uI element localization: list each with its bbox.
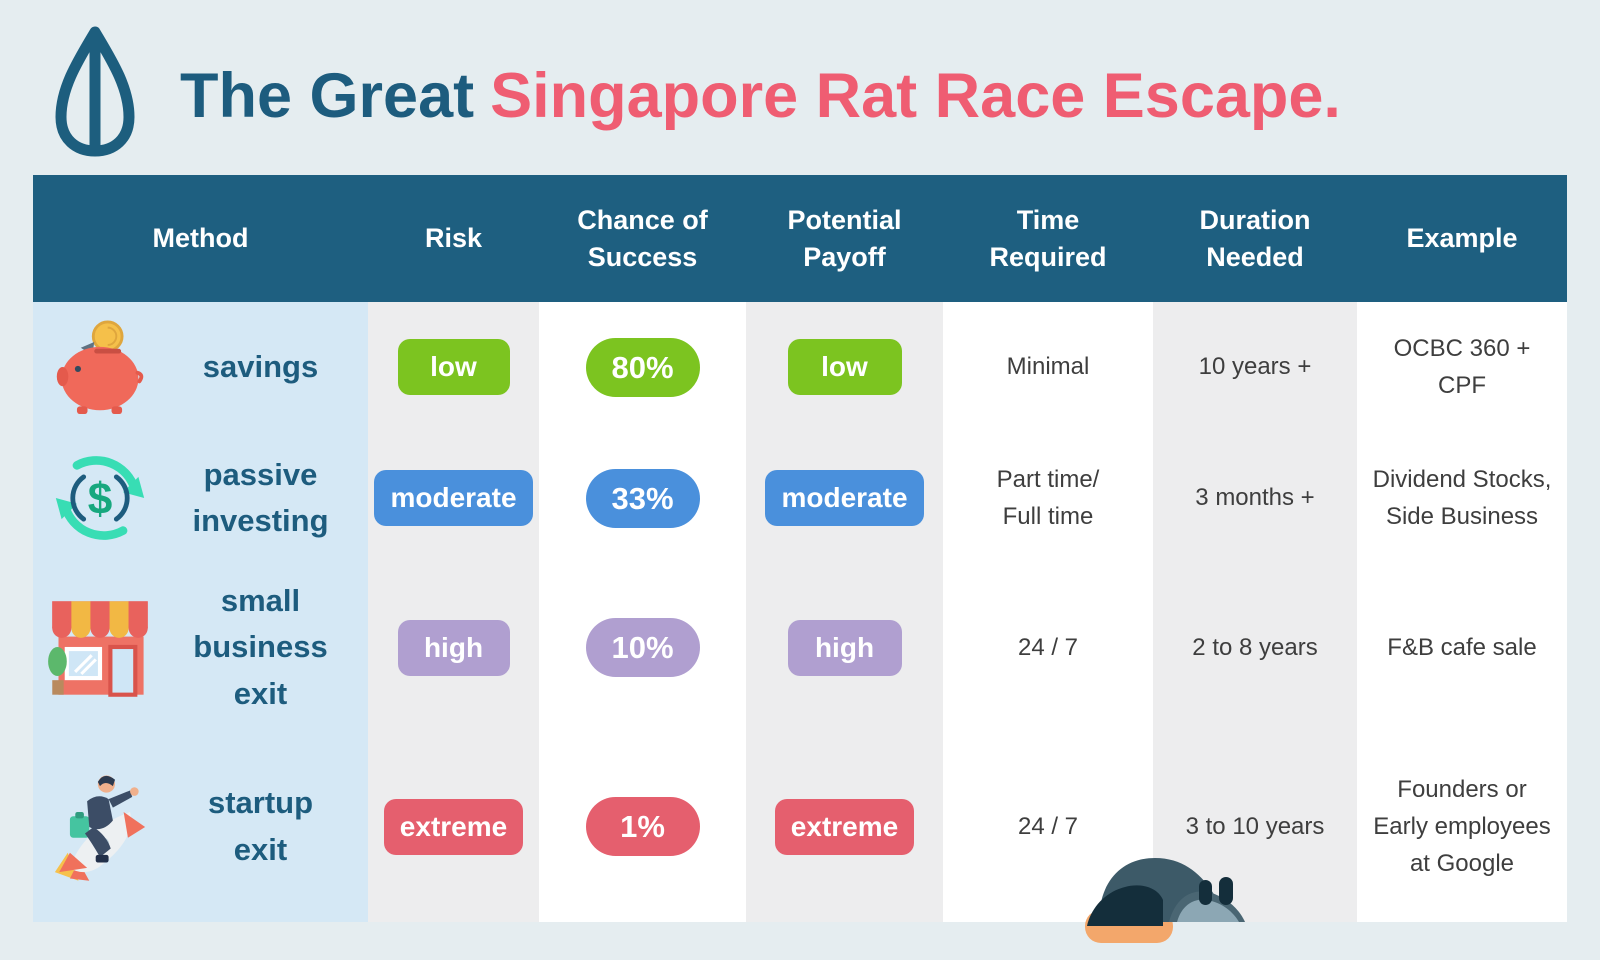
chance-badge: 1% bbox=[585, 797, 700, 856]
table-row-savings-method: savings bbox=[33, 302, 368, 432]
method-label: passive investing bbox=[192, 456, 329, 539]
example-value: OCBC 360 + CPF bbox=[1393, 334, 1531, 399]
header-payoff: Potential Payoff bbox=[787, 205, 902, 272]
example-value: Dividend Stocks, Side Business bbox=[1372, 465, 1552, 530]
table-row-startup-method: startup exit bbox=[33, 731, 368, 922]
payoff-badge: high bbox=[787, 619, 902, 676]
payoff-cell: high bbox=[746, 564, 943, 731]
table-header-row: Method Risk Chance of Success Potential … bbox=[33, 175, 1567, 302]
dollar-recycle-icon: $ bbox=[33, 450, 167, 546]
duration-needed-value: 10 years + bbox=[1198, 353, 1312, 381]
header-chance: Chance of Success bbox=[577, 205, 708, 272]
column-risk: low moderate high extreme bbox=[368, 302, 539, 922]
method-label: startup exit bbox=[207, 785, 314, 867]
duration-needed-value: 3 to 10 years bbox=[1185, 812, 1325, 840]
piggy-bank-icon bbox=[33, 319, 167, 415]
method-label: savings bbox=[202, 348, 319, 384]
method-label: small business exit bbox=[193, 582, 328, 711]
table-body: savings $ passive in bbox=[33, 302, 1567, 922]
chance-cell: 10% bbox=[539, 564, 746, 731]
time-required-value: Part time/ Full time bbox=[996, 465, 1100, 530]
payoff-badge: extreme bbox=[774, 798, 915, 855]
header-method: Method bbox=[152, 223, 249, 254]
chance-cell: 1% bbox=[539, 731, 746, 922]
risk-cell: moderate bbox=[368, 432, 539, 564]
example-value: F&B cafe sale bbox=[1387, 633, 1537, 661]
header-time: Time Required bbox=[989, 205, 1107, 272]
risk-cell: extreme bbox=[368, 731, 539, 922]
column-duration-needed: 10 years + 3 months + 2 to 8 years 3 to … bbox=[1153, 302, 1357, 922]
risk-badge: moderate bbox=[374, 470, 533, 526]
column-method: savings $ passive in bbox=[33, 302, 368, 922]
chance-badge: 80% bbox=[585, 337, 700, 397]
title-highlight: Singapore Rat Race Escape. bbox=[490, 61, 1341, 131]
storefront-icon bbox=[33, 593, 167, 703]
chance-badge: 10% bbox=[585, 618, 700, 677]
table-row-smallbiz-method: small business exit bbox=[33, 564, 368, 731]
table-row-passive-method: $ passive investing bbox=[33, 432, 368, 564]
risk-cell: high bbox=[368, 564, 539, 731]
risk-badge: high bbox=[397, 619, 510, 676]
rocket-man-icon bbox=[33, 769, 167, 885]
duration-needed-value: 3 months + bbox=[1195, 484, 1315, 512]
time-required-value: 24 / 7 bbox=[1017, 812, 1079, 840]
risk-cell: low bbox=[368, 302, 539, 432]
risk-badge: low bbox=[397, 339, 510, 395]
title-prefix: The Great bbox=[180, 61, 475, 131]
svg-text:$: $ bbox=[88, 474, 113, 523]
column-time-required: Minimal Part time/ Full time 24 / 7 24 /… bbox=[943, 302, 1153, 922]
comparison-table: Method Risk Chance of Success Potential … bbox=[33, 175, 1567, 922]
time-required-value: 24 / 7 bbox=[1017, 633, 1079, 661]
chance-cell: 80% bbox=[539, 302, 746, 432]
header-duration: Duration Needed bbox=[1199, 205, 1311, 272]
seed-logo-icon bbox=[52, 24, 138, 158]
payoff-cell: moderate bbox=[746, 432, 943, 564]
sleeping-rat-icon bbox=[1081, 852, 1253, 944]
page-title: The Great Singapore Rat Race Escape. bbox=[180, 57, 1341, 135]
chance-badge: 33% bbox=[585, 468, 700, 528]
duration-needed-value: 2 to 8 years bbox=[1192, 633, 1318, 661]
payoff-cell: extreme bbox=[746, 731, 943, 922]
header-example: Example bbox=[1406, 223, 1518, 254]
time-required-value: Minimal bbox=[1006, 353, 1090, 381]
risk-badge: extreme bbox=[383, 798, 524, 855]
header-risk: Risk bbox=[424, 223, 483, 254]
example-value: Founders or Early employees at Google bbox=[1373, 775, 1551, 878]
column-chance-of-success: 80% 33% 10% 1% bbox=[539, 302, 746, 922]
payoff-cell: low bbox=[746, 302, 943, 432]
payoff-badge: low bbox=[787, 339, 902, 395]
column-example: OCBC 360 + CPF Dividend Stocks, Side Bus… bbox=[1357, 302, 1567, 922]
column-potential-payoff: low moderate high extreme bbox=[746, 302, 943, 922]
payoff-badge: moderate bbox=[765, 470, 924, 526]
chance-cell: 33% bbox=[539, 432, 746, 564]
